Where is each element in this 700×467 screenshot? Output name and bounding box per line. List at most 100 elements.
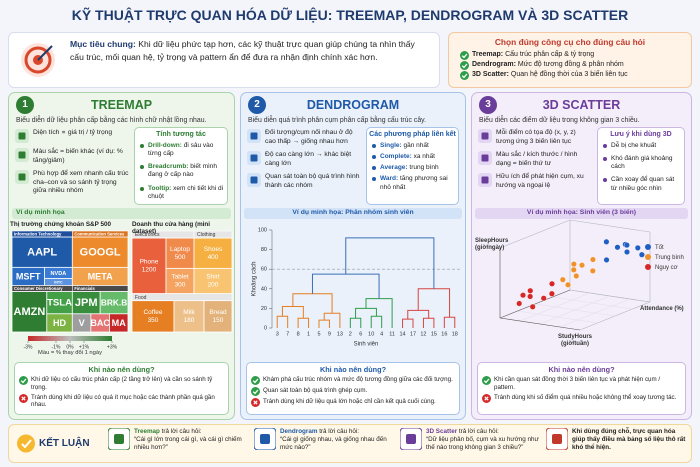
when-text: Tránh dùng khi dữ liệu có quá ít mục hoặ… bbox=[31, 393, 215, 409]
goal-body: Khi dữ liệu phức tạp hơn, các kỹ thuật t… bbox=[70, 39, 415, 63]
point bbox=[527, 287, 534, 294]
tile-label: 150 bbox=[213, 317, 224, 324]
colorbar bbox=[28, 336, 112, 341]
legend-swatch bbox=[645, 254, 651, 260]
point bbox=[634, 244, 641, 251]
feature-icon-inner bbox=[481, 176, 489, 184]
side-item: Complete: xa nhất bbox=[371, 153, 455, 161]
side-desc: biết mình đang ở cấp nào bbox=[148, 163, 218, 179]
status-glyph bbox=[461, 63, 468, 69]
leaf-label: 15 bbox=[431, 331, 437, 337]
feature-icon-inner bbox=[481, 132, 489, 140]
side-desc: Cần xoay để quan sát từ nhiều góc nhìn bbox=[611, 176, 675, 192]
point bbox=[614, 244, 621, 251]
point bbox=[573, 272, 580, 279]
feature-text: Quan sát toàn bộ quá trình hình thành cá… bbox=[265, 173, 360, 189]
grid-line bbox=[534, 303, 616, 317]
legend-label: Trung bình bbox=[655, 255, 684, 261]
icon bbox=[19, 376, 28, 385]
feature-item: Màu sắc = biến khác (ví dụ: % tăng/giảm) bbox=[15, 148, 131, 165]
tile bbox=[131, 237, 167, 295]
column-number: 3 bbox=[479, 96, 497, 114]
leaf-label: 12 bbox=[420, 331, 426, 337]
status-dot bbox=[482, 376, 491, 385]
icon bbox=[460, 50, 469, 60]
bullet bbox=[372, 155, 376, 160]
icon bbox=[478, 151, 492, 166]
tile-label: Bread bbox=[209, 309, 227, 316]
point bbox=[540, 295, 547, 302]
bullet bbox=[372, 177, 376, 182]
example-label: Ví dụ minh họa: Sinh viên (3 biến) bbox=[526, 209, 637, 216]
when-title: Khi nào nên dùng? bbox=[319, 365, 387, 374]
feature-item: Diện tích ∝ giá trị / tỷ trọng bbox=[15, 129, 131, 143]
link bbox=[417, 288, 451, 318]
tile-label: BAC bbox=[90, 318, 110, 328]
side-desc: Dễ bị che khuất bbox=[611, 142, 657, 149]
sector-label: Financials bbox=[74, 286, 95, 291]
side-text: Breadcrumb: biết mình đang ở cấp nào bbox=[148, 163, 224, 179]
link bbox=[365, 298, 393, 328]
x-axis-label: Sinh viên bbox=[354, 342, 379, 348]
leaf-label: 7 bbox=[286, 331, 289, 337]
when-item: Tránh dùng khi dữ liệu có quá ít mục hoặ… bbox=[19, 393, 224, 410]
icon bbox=[400, 428, 422, 450]
feature-item: Hữu ích để phát hiện cụm, xu hướng và ng… bbox=[478, 173, 594, 190]
conclusion-item: Dendrogram trả lời câu hỏi: “Cái gì giống… bbox=[254, 428, 394, 453]
side-text: Tooltip: xem chi tiết khi di chuột bbox=[148, 185, 224, 201]
icon bbox=[247, 173, 261, 188]
tile-label: Shirt bbox=[206, 274, 220, 281]
column-title: DENDROGRAM bbox=[306, 98, 400, 112]
sector-label: Communication Services bbox=[74, 231, 125, 236]
side-item: Drill-down: đi sâu vào từng cấp bbox=[139, 142, 224, 158]
tile-label: MSFT bbox=[16, 271, 41, 281]
leaf-label: 13 bbox=[337, 331, 343, 337]
status-dot bbox=[251, 387, 260, 396]
tool-desc: Cấu trúc phân cấp & tỷ trọng bbox=[505, 51, 595, 58]
conclusion-text: Khi dùng đúng chỗ, trực quan hóa giúp th… bbox=[572, 428, 686, 453]
feature-item: Độ cao càng lớn → khác biệt càng lớn bbox=[247, 151, 363, 168]
tile-label: Phone bbox=[140, 259, 159, 266]
icon bbox=[254, 428, 276, 450]
when-box bbox=[477, 362, 686, 415]
icon bbox=[19, 393, 28, 403]
grid-line bbox=[552, 296, 633, 310]
link bbox=[276, 315, 289, 328]
icon bbox=[482, 376, 491, 385]
conclusion-quote: “Dữ liệu phân bố, cụm và xu hướng như th… bbox=[426, 436, 539, 452]
tile bbox=[71, 236, 129, 268]
group-label: Electronics bbox=[135, 232, 160, 238]
link bbox=[311, 273, 380, 299]
column-subtitle: Biểu diễn các điểm dữ liệu trong không g… bbox=[479, 117, 640, 124]
side-name: Breadcrumb: bbox=[148, 163, 189, 171]
leaf-label: 18 bbox=[452, 331, 458, 337]
tile bbox=[165, 237, 195, 269]
feature-icon-inner bbox=[18, 132, 26, 140]
tile-label: META bbox=[88, 271, 113, 281]
point bbox=[549, 280, 556, 287]
leaf-label: 4 bbox=[380, 331, 383, 337]
column-title: 3D SCATTER bbox=[542, 98, 621, 112]
goal-label: Mục tiêu chung: bbox=[70, 39, 136, 49]
feature-text: Diện tích ∝ giá trị / tỷ trọng bbox=[33, 129, 113, 136]
tool-name: Dendrogram: bbox=[472, 61, 516, 69]
icon bbox=[372, 144, 376, 148]
feature-text: Đối tượng/cụm nối nhau ở độ cao thấp → g… bbox=[265, 129, 353, 145]
conclusion-name: Treemap bbox=[134, 428, 160, 435]
example-bar bbox=[475, 208, 688, 219]
bullet bbox=[603, 157, 607, 162]
link bbox=[443, 316, 456, 328]
icon bbox=[603, 178, 607, 183]
goal-text: Mục tiêu chung: Khi dữ liệu phức tạp hơn… bbox=[70, 38, 430, 65]
side-item: Khó đánh giá khoảng cách bbox=[602, 155, 681, 171]
side-name: Complete: bbox=[380, 153, 412, 161]
colorbar-tick-label: +3% bbox=[107, 344, 118, 350]
icon bbox=[140, 186, 144, 191]
group-label: Food bbox=[135, 295, 147, 301]
icon bbox=[482, 393, 491, 403]
when-item: Quan sát toàn bộ quá trình ghép cụm. bbox=[251, 387, 455, 396]
tile-label: Laptop bbox=[170, 246, 190, 253]
side-title: Các phương pháp liên kết bbox=[369, 131, 456, 138]
tool-desc: Quan hệ đồng thời của 3 biến liên tục bbox=[510, 71, 628, 79]
